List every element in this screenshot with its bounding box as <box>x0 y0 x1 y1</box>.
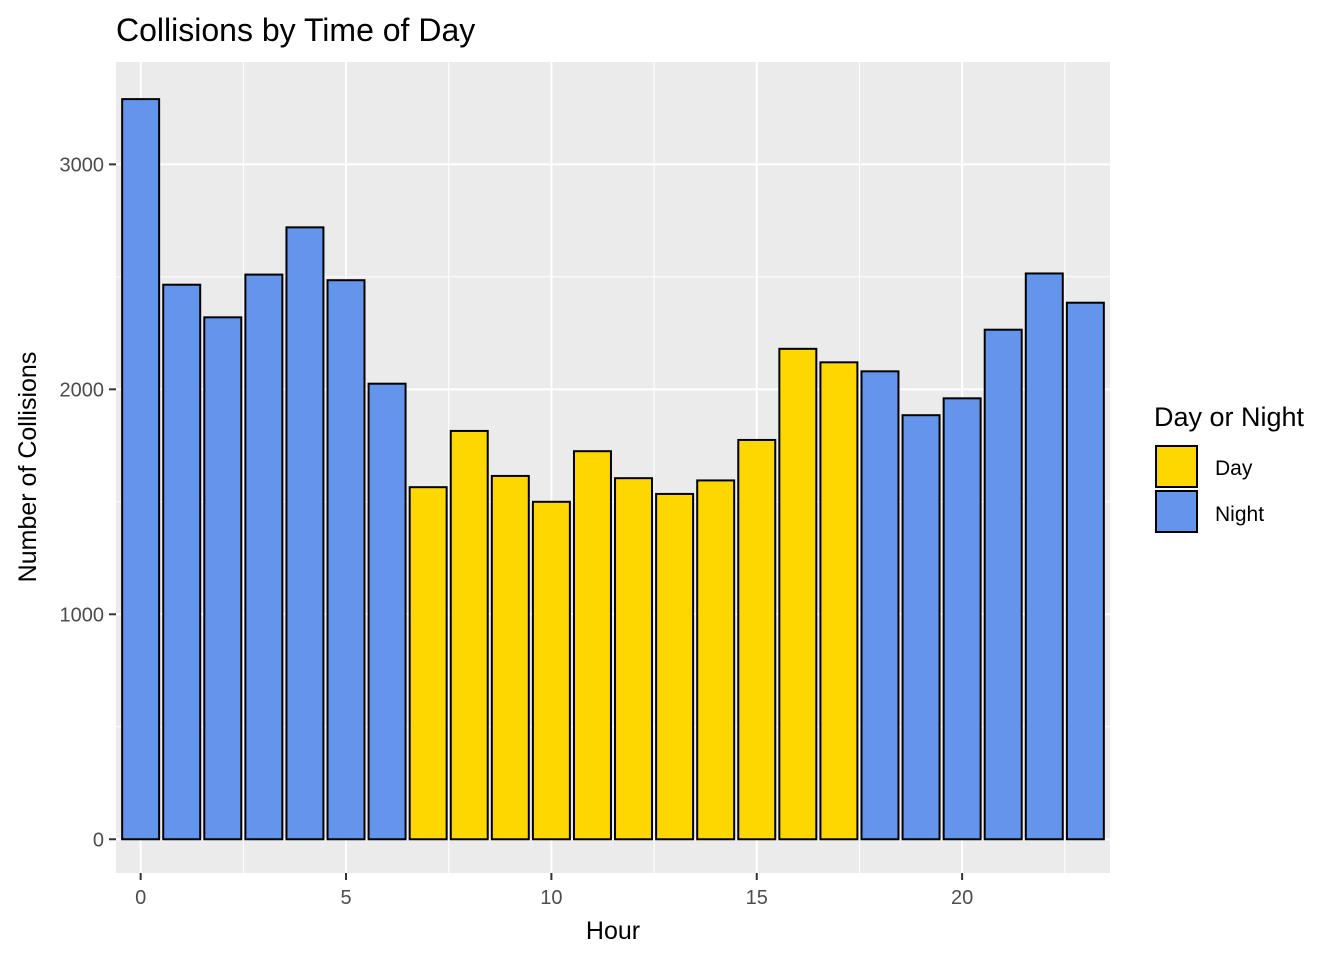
y-tick-label: 0 <box>93 829 104 851</box>
x-tick-label: 0 <box>135 887 146 909</box>
legend: Day or Night Day Night <box>1154 402 1305 533</box>
bar-hour-7 <box>408 486 448 841</box>
bar-hour-6 <box>367 382 407 841</box>
legend-title: Day or Night <box>1154 402 1305 432</box>
y-tick-label: 2000 <box>60 379 105 401</box>
bar-hour-15 <box>737 438 777 841</box>
bars-group <box>121 98 1105 841</box>
legend-swatch-night <box>1155 490 1198 533</box>
bar-hour-1 <box>162 283 202 841</box>
bar-hour-12 <box>614 477 654 841</box>
bar-hour-9 <box>490 474 530 841</box>
x-tick-label: 5 <box>340 887 351 909</box>
legend-item-day: Day <box>1155 445 1253 488</box>
bar-hour-0 <box>121 98 161 841</box>
x-tick-label: 10 <box>540 887 562 909</box>
x-axis-title: Hour <box>586 917 640 945</box>
bar-hour-5 <box>326 279 366 841</box>
bar-hour-21 <box>983 328 1023 841</box>
bar-hour-10 <box>531 500 571 841</box>
legend-item-night: Night <box>1155 490 1264 533</box>
bar-hour-4 <box>285 226 325 841</box>
legend-label-night: Night <box>1215 503 1264 526</box>
chart-title: Collisions by Time of Day <box>116 12 475 48</box>
bar-hour-17 <box>819 361 859 841</box>
x-tick-label: 15 <box>746 887 768 909</box>
bar-hour-23 <box>1065 301 1105 841</box>
bar-hour-8 <box>449 429 489 841</box>
bar-hour-16 <box>778 347 818 841</box>
y-tick-label: 1000 <box>60 604 105 626</box>
legend-swatch-day <box>1155 445 1198 488</box>
bar-hour-3 <box>244 273 284 841</box>
bar-hour-11 <box>572 450 612 841</box>
x-tick-label: 20 <box>951 887 973 909</box>
x-axis: 0 5 10 15 20 <box>135 873 973 909</box>
bar-hour-2 <box>203 316 243 841</box>
y-axis-title: Number of Collisions <box>14 352 42 583</box>
bar-hour-14 <box>696 479 736 841</box>
y-tick-label: 3000 <box>60 154 105 176</box>
bar-hour-18 <box>860 370 900 841</box>
bar-hour-22 <box>1024 272 1064 841</box>
bar-hour-20 <box>942 397 982 841</box>
y-axis: 0 1000 2000 3000 <box>60 154 116 851</box>
legend-label-day: Day <box>1215 457 1253 480</box>
bar-hour-19 <box>901 414 941 841</box>
bar-hour-13 <box>655 492 695 841</box>
